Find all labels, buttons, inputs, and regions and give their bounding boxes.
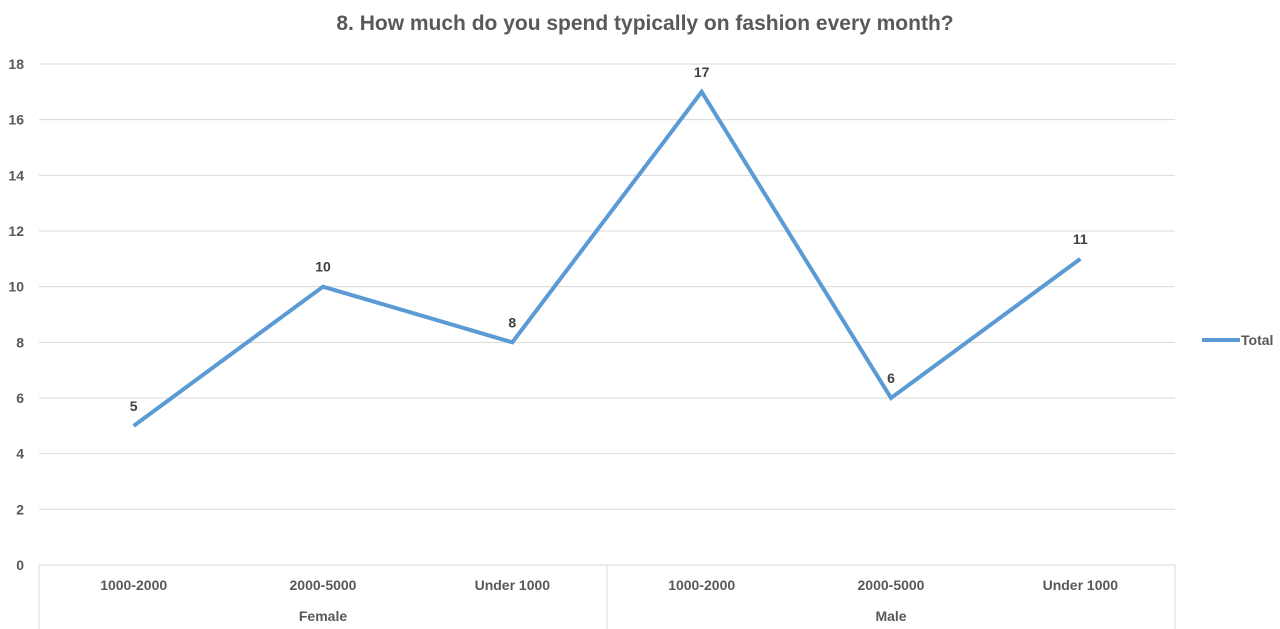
x-category-label: Under 1000	[475, 577, 551, 593]
data-label: 8	[508, 314, 516, 330]
y-tick-label: 10	[8, 279, 24, 295]
x-category-label: 2000-5000	[858, 577, 925, 593]
x-group-label: Female	[299, 608, 347, 624]
x-category-label: Under 1000	[1043, 577, 1119, 593]
series-line	[132, 88, 1082, 428]
y-tick-label: 8	[16, 334, 24, 350]
data-label: 11	[1073, 231, 1088, 247]
y-tick-label: 6	[16, 390, 24, 406]
legend-label: Total	[1241, 332, 1273, 348]
data-label: 6	[887, 370, 895, 386]
y-tick-label: 2	[16, 501, 24, 517]
chart-title: 8. How much do you spend typically on fa…	[336, 12, 954, 35]
x-category-label: 1000-2000	[100, 577, 167, 593]
y-tick-label: 14	[8, 167, 24, 183]
data-label: 17	[694, 64, 710, 80]
x-category-label: 1000-2000	[668, 577, 735, 593]
y-tick-label: 4	[16, 446, 24, 462]
x-group-label: Male	[875, 608, 906, 624]
y-tick-label: 16	[8, 112, 24, 128]
x-category-label: 2000-5000	[290, 577, 357, 593]
y-tick-label: 18	[8, 56, 24, 72]
y-tick-label: 0	[16, 557, 24, 573]
data-label: 10	[315, 259, 331, 275]
y-tick-label: 12	[8, 223, 24, 239]
data-label: 5	[130, 398, 138, 414]
